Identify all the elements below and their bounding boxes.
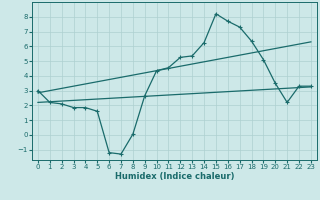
X-axis label: Humidex (Indice chaleur): Humidex (Indice chaleur)	[115, 172, 234, 181]
